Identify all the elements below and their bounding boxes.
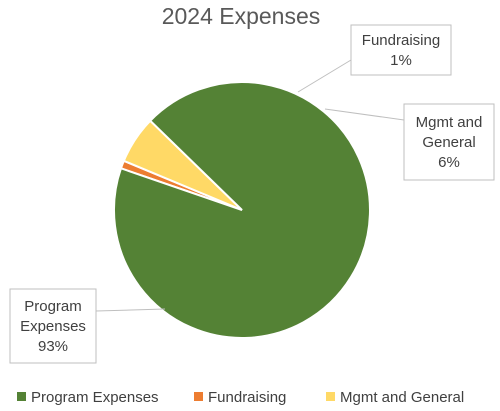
legend-label: Fundraising <box>208 389 286 406</box>
data-label-text: Expenses <box>20 318 86 335</box>
data-label-box <box>9 288 97 364</box>
chart-title: 2024 Expenses <box>162 3 321 29</box>
legend-swatch <box>194 392 203 401</box>
data-label-text: 6% <box>438 154 460 171</box>
legend-swatch <box>326 392 335 401</box>
legend-label: Program Expenses <box>31 389 159 406</box>
pie-slices <box>113 81 371 340</box>
data-label-program-expenses: Program Expenses 93% <box>9 288 166 364</box>
data-label-text: Mgmt and <box>416 114 483 131</box>
data-label-text: 93% <box>38 338 68 355</box>
data-label-mgmt-and-general: Mgmt and General 6% <box>324 103 495 181</box>
legend-swatch <box>17 392 26 401</box>
legend: Program Expenses Fundraising Mgmt and Gene… <box>17 389 464 406</box>
leader-line <box>324 108 405 121</box>
legend-item-program-expenses: Program Expenses <box>17 389 159 406</box>
data-label-fundraising: Fundraising 1% <box>297 24 452 93</box>
data-label-box <box>403 103 495 181</box>
data-label-box <box>350 24 452 76</box>
leader-line <box>297 59 352 93</box>
data-label-text: 1% <box>390 52 412 69</box>
slice-program-expenses <box>113 81 371 340</box>
data-label-text: Program <box>24 298 82 315</box>
data-label-text: Fundraising <box>362 32 440 49</box>
legend-label: Mgmt and General <box>340 389 464 406</box>
legend-item-fundraising: Fundraising <box>194 389 286 406</box>
data-labels: Program Expenses 93% Fundraising 1% Mgmt and G… <box>9 24 495 364</box>
legend-item-mgmt-and-general: Mgmt and General <box>326 389 464 406</box>
leader-line <box>95 308 166 312</box>
data-label-text: General <box>422 134 475 151</box>
